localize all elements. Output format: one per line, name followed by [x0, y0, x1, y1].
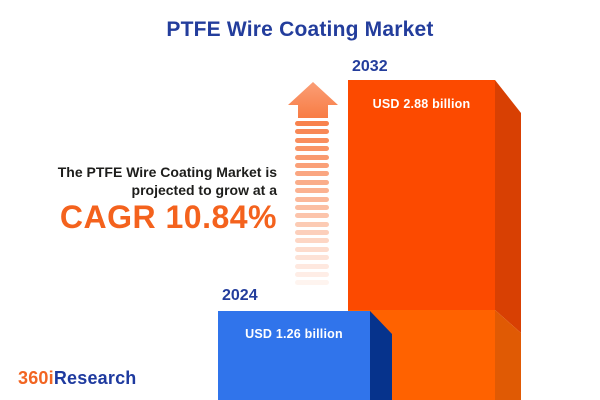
growth-arrow-stripe [295, 154, 329, 160]
bar-value-2032: USD 2.88 billion [372, 97, 471, 111]
annotation-text: The PTFE Wire Coating Market is projecte… [25, 163, 277, 200]
brand-logo-prefix: 360i [18, 368, 54, 388]
growth-arrow-stripe [295, 246, 329, 252]
bar-2032-face-upper [348, 80, 495, 310]
growth-arrow-stripe [295, 129, 329, 135]
growth-arrow-stripe [295, 137, 329, 143]
growth-arrow-stripe [295, 221, 329, 227]
bar-2024-face [218, 311, 370, 400]
growth-arrow-stripe [295, 162, 329, 168]
bar-value-2024: USD 1.26 billion [245, 327, 343, 341]
annotation-line2: projected to grow at a [131, 182, 277, 199]
growth-arrow-stripe [295, 179, 329, 185]
growth-arrow-stripe [295, 121, 329, 126]
brand-logo: 360iResearch [18, 368, 137, 389]
brand-logo-suffix: Research [53, 368, 137, 388]
year-label-2024: 2024 [222, 287, 258, 304]
growth-arrow-stripe [295, 230, 329, 236]
page-title: PTFE Wire Coating Market [166, 18, 434, 41]
growth-arrow-stripe [295, 255, 329, 261]
growth-arrow-stripe [295, 213, 329, 219]
bar-2032-side-lower [495, 310, 521, 400]
growth-arrow-stripe [295, 196, 329, 202]
annotation-line1: The PTFE Wire Coating Market is [57, 164, 277, 180]
growth-arrow-stripe [295, 272, 329, 278]
growth-arrow-stripe [295, 146, 329, 152]
bar-2032-side-upper [495, 80, 521, 333]
growth-arrow-stripe [295, 204, 329, 210]
growth-arrow-stripe [295, 263, 329, 269]
growth-arrow-stripe [295, 280, 329, 286]
growth-arrow-stripes [295, 121, 329, 293]
cagr-value: CAGR 10.84% [59, 199, 277, 235]
growth-arrow-stripe [295, 171, 329, 177]
year-label-2032: 2032 [352, 58, 388, 75]
growth-arrow-stripe [295, 188, 329, 194]
bar-2024-side [370, 311, 392, 400]
growth-arrow-stripe [295, 238, 329, 244]
